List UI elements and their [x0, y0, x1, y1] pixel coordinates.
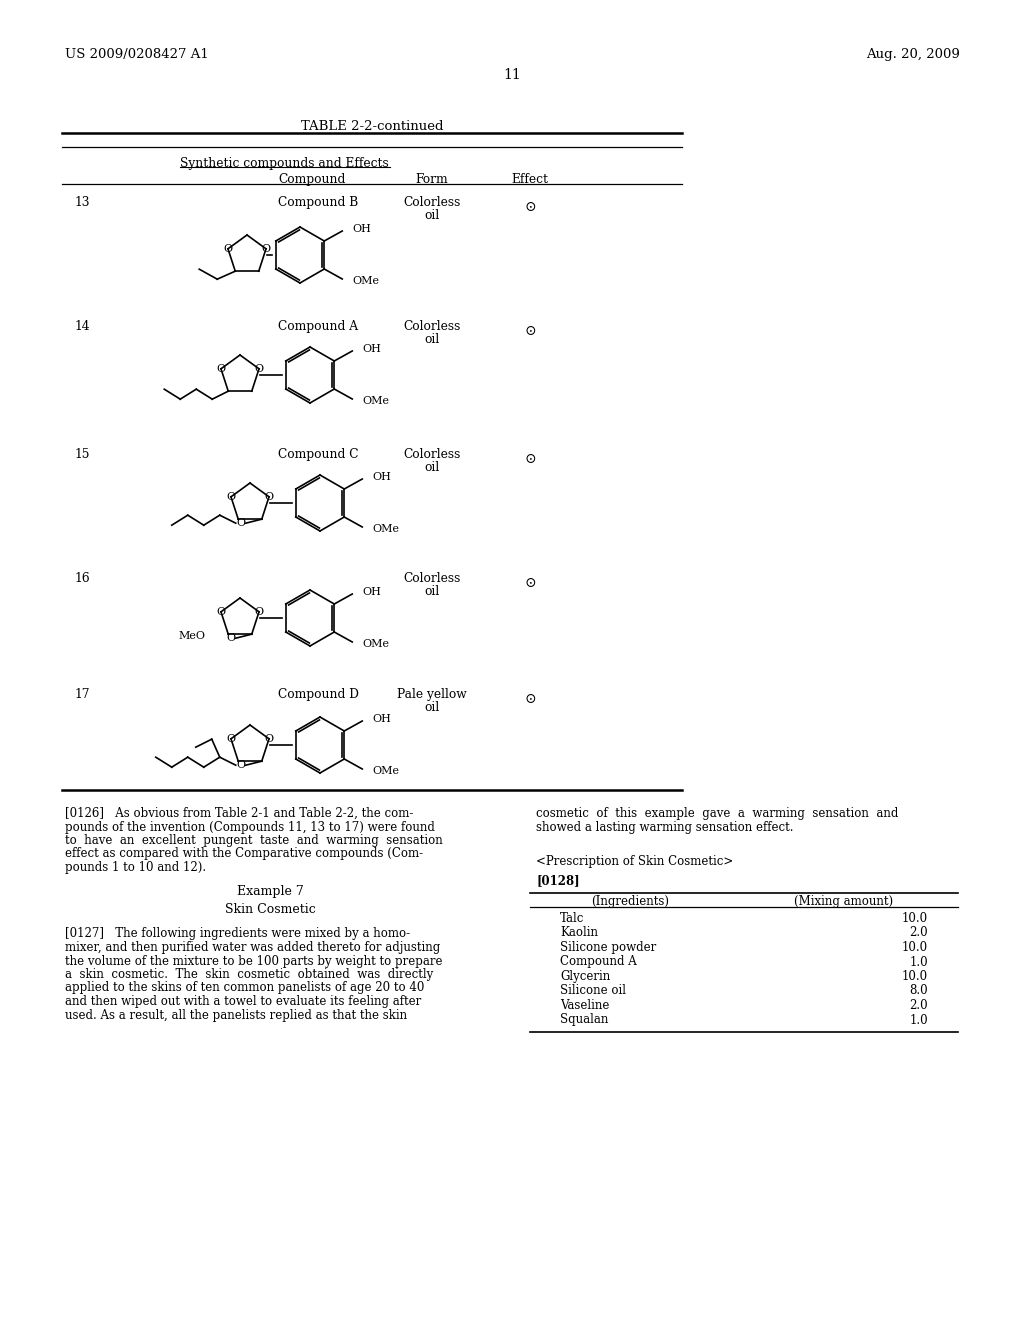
- Text: Silicone oil: Silicone oil: [560, 985, 626, 998]
- Text: OMe: OMe: [373, 524, 399, 535]
- Text: oil: oil: [424, 333, 439, 346]
- Text: oil: oil: [424, 209, 439, 222]
- Text: OH: OH: [352, 224, 371, 234]
- Text: ⊙: ⊙: [524, 692, 536, 706]
- Text: Example 7: Example 7: [237, 884, 303, 898]
- Text: 8.0: 8.0: [909, 985, 928, 998]
- Text: TABLE 2-2-continued: TABLE 2-2-continued: [301, 120, 443, 133]
- Text: Compound A: Compound A: [278, 319, 358, 333]
- Text: 16: 16: [75, 572, 91, 585]
- Text: ⊙: ⊙: [524, 323, 536, 338]
- Text: Squalan: Squalan: [560, 1014, 608, 1027]
- Text: Synthetic compounds and Effects: Synthetic compounds and Effects: [180, 157, 389, 170]
- Text: Compound A: Compound A: [560, 956, 637, 969]
- Text: Form: Form: [416, 173, 449, 186]
- Text: 10.0: 10.0: [902, 970, 928, 983]
- Text: showed a lasting warming sensation effect.: showed a lasting warming sensation effec…: [536, 821, 794, 833]
- Text: mixer, and then purified water was added thereto for adjusting: mixer, and then purified water was added…: [65, 941, 440, 954]
- Text: Pale yellow: Pale yellow: [397, 688, 467, 701]
- Text: and then wiped out with a towel to evaluate its feeling after: and then wiped out with a towel to evalu…: [65, 995, 421, 1008]
- Text: 14: 14: [75, 319, 91, 333]
- Text: O: O: [237, 519, 246, 528]
- Text: (Ingredients): (Ingredients): [591, 895, 669, 908]
- Text: O: O: [254, 364, 263, 374]
- Text: O: O: [264, 492, 273, 502]
- Text: 2.0: 2.0: [909, 999, 928, 1012]
- Text: 1.0: 1.0: [909, 956, 928, 969]
- Text: O: O: [261, 244, 270, 253]
- Text: applied to the skins of ten common panelists of age 20 to 40: applied to the skins of ten common panel…: [65, 982, 424, 994]
- Text: oil: oil: [424, 461, 439, 474]
- Text: Colorless: Colorless: [403, 319, 461, 333]
- Text: US 2009/0208427 A1: US 2009/0208427 A1: [65, 48, 209, 61]
- Text: O: O: [226, 634, 236, 643]
- Text: 10.0: 10.0: [902, 941, 928, 954]
- Text: Compound C: Compound C: [278, 447, 358, 461]
- Text: Kaolin: Kaolin: [560, 927, 598, 940]
- Text: Compound: Compound: [278, 173, 345, 186]
- Text: OH: OH: [362, 345, 381, 354]
- Text: ⊙: ⊙: [524, 451, 536, 466]
- Text: Colorless: Colorless: [403, 572, 461, 585]
- Text: Colorless: Colorless: [403, 447, 461, 461]
- Text: the volume of the mixture to be 100 parts by weight to prepare: the volume of the mixture to be 100 part…: [65, 954, 442, 968]
- Text: MeO: MeO: [179, 631, 206, 642]
- Text: Silicone powder: Silicone powder: [560, 941, 656, 954]
- Text: <Prescription of Skin Cosmetic>: <Prescription of Skin Cosmetic>: [536, 855, 733, 869]
- Text: to  have  an  excellent  pungent  taste  and  warming  sensation: to have an excellent pungent taste and w…: [65, 834, 442, 847]
- Text: Aug. 20, 2009: Aug. 20, 2009: [866, 48, 961, 61]
- Text: OH: OH: [362, 587, 381, 597]
- Text: O: O: [216, 607, 225, 616]
- Text: cosmetic  of  this  example  gave  a  warming  sensation  and: cosmetic of this example gave a warming …: [536, 807, 898, 820]
- Text: oil: oil: [424, 701, 439, 714]
- Text: OMe: OMe: [373, 766, 399, 776]
- Text: 11: 11: [503, 69, 521, 82]
- Text: O: O: [223, 244, 232, 253]
- Text: Glycerin: Glycerin: [560, 970, 610, 983]
- Text: Skin Cosmetic: Skin Cosmetic: [224, 903, 315, 916]
- Text: a  skin  cosmetic.  The  skin  cosmetic  obtained  was  directly: a skin cosmetic. The skin cosmetic obtai…: [65, 968, 433, 981]
- Text: 1.0: 1.0: [909, 1014, 928, 1027]
- Text: Compound D: Compound D: [278, 688, 359, 701]
- Text: O: O: [264, 734, 273, 743]
- Text: Compound B: Compound B: [278, 195, 358, 209]
- Text: [0128]: [0128]: [536, 874, 580, 887]
- Text: pounds 1 to 10 and 12).: pounds 1 to 10 and 12).: [65, 861, 206, 874]
- Text: Colorless: Colorless: [403, 195, 461, 209]
- Text: 17: 17: [75, 688, 90, 701]
- Text: ⊙: ⊙: [524, 576, 536, 590]
- Text: 10.0: 10.0: [902, 912, 928, 925]
- Text: pounds of the invention (Compounds 11, 13 to 17) were found: pounds of the invention (Compounds 11, 1…: [65, 821, 435, 833]
- Text: OMe: OMe: [362, 396, 389, 407]
- Text: used. As a result, all the panelists replied as that the skin: used. As a result, all the panelists rep…: [65, 1008, 408, 1022]
- Text: O: O: [226, 734, 236, 743]
- Text: (Mixing amount): (Mixing amount): [795, 895, 894, 908]
- Text: 2.0: 2.0: [909, 927, 928, 940]
- Text: effect as compared with the Comparative compounds (Com-: effect as compared with the Comparative …: [65, 847, 423, 861]
- Text: [0127]   The following ingredients were mixed by a homo-: [0127] The following ingredients were mi…: [65, 928, 411, 940]
- Text: O: O: [237, 760, 246, 770]
- Text: 15: 15: [75, 447, 90, 461]
- Text: OMe: OMe: [362, 639, 389, 649]
- Text: [0126]   As obvious from Table 2-1 and Table 2-2, the com-: [0126] As obvious from Table 2-1 and Tab…: [65, 807, 414, 820]
- Text: OMe: OMe: [352, 276, 379, 286]
- Text: Vaseline: Vaseline: [560, 999, 609, 1012]
- Text: ⊙: ⊙: [524, 201, 536, 214]
- Text: Talc: Talc: [560, 912, 585, 925]
- Text: 13: 13: [75, 195, 90, 209]
- Text: O: O: [226, 492, 236, 502]
- Text: OH: OH: [373, 473, 391, 482]
- Text: OH: OH: [373, 714, 391, 723]
- Text: oil: oil: [424, 585, 439, 598]
- Text: O: O: [254, 607, 263, 616]
- Text: O: O: [216, 364, 225, 374]
- Text: Effect: Effect: [512, 173, 549, 186]
